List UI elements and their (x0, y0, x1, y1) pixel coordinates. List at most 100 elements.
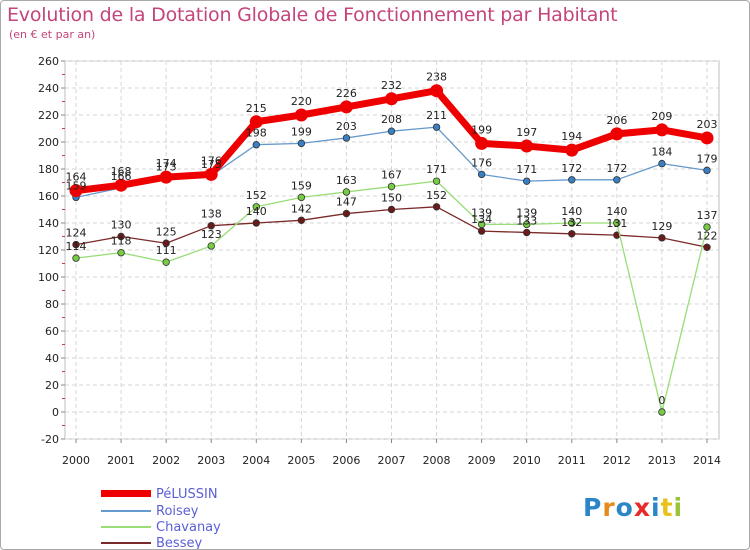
data-point (297, 216, 306, 224)
data-label: 150 (381, 192, 402, 205)
logo-letter: i (673, 493, 684, 522)
data-point (703, 243, 711, 251)
legend-swatch-roisey (101, 510, 151, 512)
x-tick-label: 2006 (332, 454, 360, 467)
data-label: 159 (291, 179, 312, 192)
data-point (520, 139, 534, 153)
data-label: 175 (201, 158, 222, 171)
x-tick-label: 2002 (152, 454, 180, 467)
data-point (294, 108, 308, 122)
chart-title: Evolution de la Dotation Globale de Fonc… (7, 4, 618, 26)
data-label: 172 (561, 162, 582, 175)
y-tick-label: 240 (38, 82, 59, 95)
data-label: 147 (336, 196, 357, 209)
data-label: 194 (561, 130, 582, 143)
data-label: 209 (651, 110, 672, 123)
data-point (703, 223, 711, 231)
data-label: 140 (561, 205, 582, 218)
data-point (252, 140, 260, 149)
data-label: 124 (66, 227, 87, 240)
x-tick-label: 2005 (287, 454, 315, 467)
proxiti-logo: Proxiti (583, 493, 683, 522)
data-label: 199 (291, 125, 312, 138)
data-label: 232 (381, 79, 402, 92)
data-point (523, 177, 531, 185)
data-point (207, 242, 215, 250)
y-tick-label: 260 (38, 55, 59, 68)
y-tick-label: 120 (38, 244, 59, 257)
data-label: 114 (66, 240, 87, 253)
data-label: 122 (697, 229, 718, 242)
data-point (475, 136, 489, 150)
data-point (658, 234, 666, 242)
data-point (568, 176, 576, 184)
y-tick-label: -20 (41, 433, 59, 446)
data-point (613, 176, 621, 184)
data-label: 140 (246, 205, 267, 218)
data-label: 168 (111, 165, 132, 178)
data-point (477, 220, 486, 229)
y-tick-label: 100 (38, 271, 59, 284)
y-tick-label: 140 (38, 217, 59, 230)
data-point (430, 84, 444, 98)
data-label: 171 (516, 163, 537, 176)
data-label: 139 (516, 206, 537, 219)
data-point (342, 134, 351, 142)
x-tick-label: 2000 (62, 454, 90, 467)
legend-swatch-pelussin (101, 490, 151, 497)
data-label: 203 (697, 118, 718, 131)
data-label: 125 (156, 225, 177, 238)
data-label: 138 (201, 208, 222, 221)
x-tick-label: 2010 (513, 454, 541, 467)
y-tick-label: 60 (45, 325, 59, 338)
legend-label-pelussin: PéLUSSIN (156, 487, 218, 502)
data-label: 152 (426, 189, 447, 202)
x-tick-label: 2011 (558, 454, 586, 467)
y-tick-label: 20 (45, 379, 59, 392)
data-point (385, 92, 398, 106)
data-label: 198 (246, 127, 267, 140)
data-point (613, 219, 621, 227)
logo-letter: P (583, 493, 603, 522)
data-point (117, 248, 125, 257)
data-label: 152 (246, 189, 267, 202)
data-point (162, 258, 170, 266)
data-point (432, 123, 441, 131)
logo-letter: r (602, 493, 616, 522)
y-tick-label: 80 (45, 298, 59, 311)
data-point (703, 166, 711, 175)
data-point (432, 203, 441, 211)
data-label: 167 (381, 169, 402, 182)
data-label: 173 (156, 160, 177, 173)
data-label: 159 (66, 179, 87, 192)
data-label: 137 (697, 209, 718, 222)
data-point (114, 178, 128, 192)
x-tick-label: 2009 (468, 454, 496, 467)
data-label: 226 (336, 87, 357, 100)
data-label: 197 (516, 126, 537, 139)
data-label: 140 (606, 205, 627, 218)
y-tick-label: 40 (45, 352, 59, 365)
x-tick-label: 2014 (693, 454, 721, 467)
y-tick-label: 0 (52, 406, 59, 419)
data-point (658, 159, 666, 168)
data-point (159, 170, 173, 184)
logo-letter: i (651, 493, 661, 522)
series-layer (69, 84, 714, 416)
data-label: 139 (471, 206, 492, 219)
data-label: 164 (66, 171, 87, 184)
data-point (568, 219, 576, 227)
data-label: 142 (291, 202, 312, 215)
data-point (252, 219, 260, 227)
data-point (252, 203, 260, 211)
data-label: 0 (658, 394, 665, 407)
logo-letter: t (660, 493, 674, 522)
data-point (387, 127, 396, 135)
data-point (387, 205, 396, 214)
legend-swatch-bessey (101, 542, 151, 544)
x-tick-label: 2013 (648, 454, 676, 467)
legend-label-roisey: Roisey (156, 504, 199, 519)
data-point (432, 177, 441, 185)
data-point (387, 182, 396, 191)
